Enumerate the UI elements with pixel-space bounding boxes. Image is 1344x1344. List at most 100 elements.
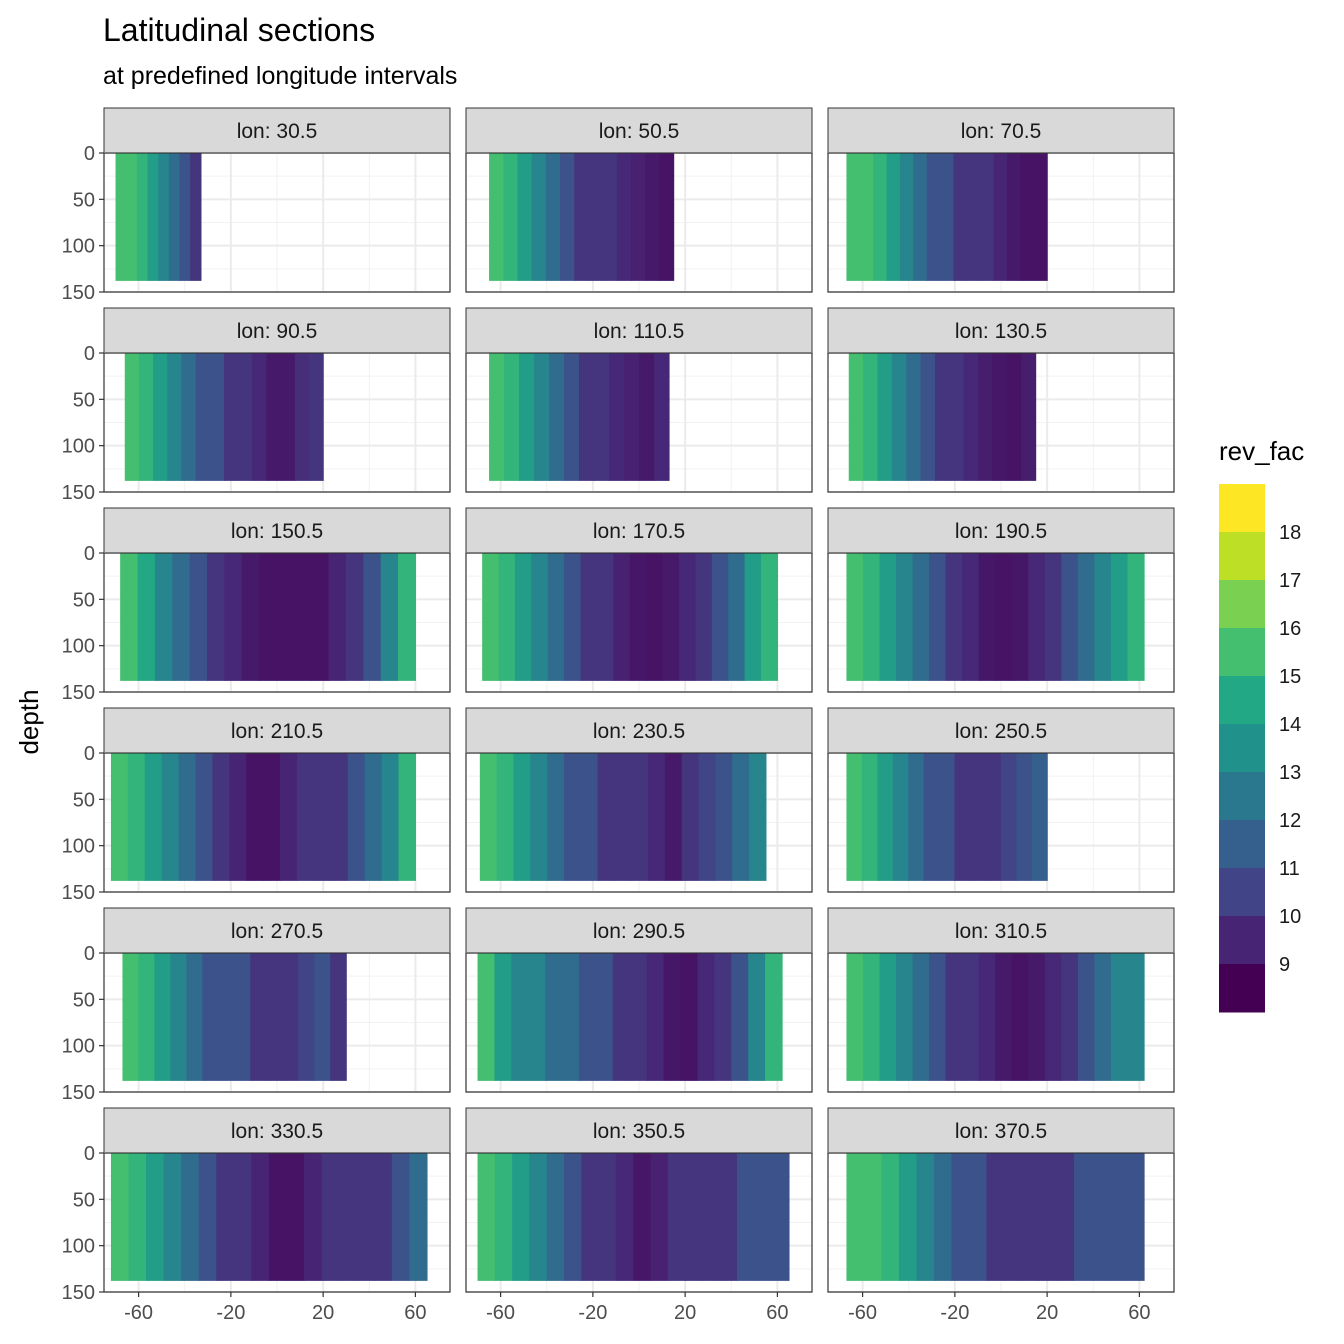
contour-band bbox=[926, 153, 941, 281]
contour-band bbox=[1031, 753, 1048, 881]
y-tick-label: 100 bbox=[62, 836, 95, 858]
contour-band bbox=[246, 753, 264, 881]
contour-band bbox=[328, 553, 347, 681]
facet-strip-label: lon: 330.5 bbox=[231, 1120, 323, 1143]
contour-band bbox=[1028, 553, 1046, 681]
contour-band bbox=[563, 753, 582, 881]
facet-strip-label: lon: 50.5 bbox=[599, 120, 680, 143]
facet-strip bbox=[103, 1107, 451, 1154]
contour-band bbox=[229, 753, 247, 881]
contour-band bbox=[564, 353, 580, 481]
facet-strip-label: lon: 210.5 bbox=[231, 720, 323, 743]
contour-band bbox=[580, 553, 598, 681]
facet-panel: lon: 350.5 -60 -20 20 60 bbox=[465, 1107, 813, 1324]
contour-band bbox=[877, 753, 894, 881]
contour-band bbox=[892, 753, 909, 881]
contour-band bbox=[477, 953, 496, 1081]
contour-band bbox=[1003, 1153, 1023, 1281]
contour-band bbox=[127, 753, 146, 881]
contour-band bbox=[953, 153, 968, 281]
contour-band bbox=[881, 1153, 900, 1281]
y-tick-label: 50 bbox=[73, 589, 95, 611]
contour-band bbox=[663, 953, 682, 1081]
contour-band bbox=[1094, 953, 1112, 1081]
legend-title: rev_fac bbox=[1219, 436, 1304, 466]
facet-strip bbox=[465, 107, 813, 154]
contour-band bbox=[1077, 553, 1096, 681]
contour-band bbox=[949, 353, 965, 481]
facet-strip-label: lon: 250.5 bbox=[955, 720, 1047, 743]
legend-label: 12 bbox=[1279, 810, 1301, 832]
contour-band bbox=[951, 1153, 970, 1281]
contour-band bbox=[685, 1153, 704, 1281]
contour-band bbox=[266, 953, 283, 1081]
contour-band bbox=[146, 1153, 165, 1281]
contour-band bbox=[347, 753, 366, 881]
facet-strip bbox=[103, 707, 451, 754]
contour-band bbox=[547, 753, 565, 881]
contour-band bbox=[963, 353, 979, 481]
contour-band bbox=[562, 953, 580, 1081]
facet-panel: lon: 110.5 bbox=[465, 307, 813, 493]
contour-band bbox=[489, 153, 504, 281]
contour-band bbox=[202, 953, 219, 1081]
facet-strip bbox=[827, 707, 1175, 754]
contour-band bbox=[147, 153, 159, 281]
contour-band bbox=[945, 553, 963, 681]
legend-label: 10 bbox=[1279, 906, 1301, 928]
contour-band bbox=[934, 353, 950, 481]
contour-band bbox=[1109, 1153, 1128, 1281]
contour-band bbox=[280, 753, 298, 881]
contour-band bbox=[609, 353, 625, 481]
x-tick-label: 20 bbox=[674, 1302, 696, 1324]
contour-band bbox=[978, 953, 996, 1081]
contour-band bbox=[962, 553, 980, 681]
contour-band bbox=[598, 1153, 617, 1281]
contour-band bbox=[178, 753, 197, 881]
contour-band bbox=[861, 753, 878, 881]
contour-band bbox=[517, 153, 533, 281]
contour-band bbox=[896, 953, 914, 1081]
contour-band bbox=[158, 153, 170, 281]
x-tick-label: -60 bbox=[124, 1302, 153, 1324]
legend-color-step bbox=[1219, 772, 1265, 821]
panel-border bbox=[827, 552, 1175, 693]
facet-strip bbox=[827, 907, 1175, 954]
contour-band bbox=[714, 953, 732, 1081]
contour-band bbox=[286, 1153, 305, 1281]
contour-band bbox=[126, 153, 138, 281]
y-tick-label: 50 bbox=[73, 389, 95, 411]
legend: rev_fac 18 17 16 15 14 13 12 11 10 9 bbox=[1219, 436, 1304, 1013]
contour-band bbox=[528, 953, 546, 1081]
contour-band bbox=[848, 353, 864, 481]
contour-band bbox=[995, 953, 1013, 1081]
contour-band bbox=[940, 153, 955, 281]
y-tick-label: 0 bbox=[84, 143, 95, 165]
contour-band bbox=[574, 153, 590, 281]
contour-band bbox=[223, 353, 239, 481]
contour-band bbox=[993, 153, 1008, 281]
contour-band bbox=[906, 353, 922, 481]
contour-band bbox=[579, 353, 595, 481]
contour-band bbox=[923, 753, 940, 881]
contour-band bbox=[409, 1153, 428, 1281]
contour-band bbox=[744, 553, 762, 681]
contour-band bbox=[929, 553, 947, 681]
contour-band bbox=[1028, 953, 1046, 1081]
contour-band bbox=[293, 553, 312, 681]
x-tick-label: -20 bbox=[940, 1302, 969, 1324]
contour-band bbox=[161, 753, 180, 881]
y-tick-label: 50 bbox=[73, 989, 95, 1011]
facet-strip-label: lon: 370.5 bbox=[955, 1120, 1047, 1143]
contour-band bbox=[899, 153, 914, 281]
facet-panel: lon: 250.5 bbox=[827, 707, 1175, 893]
contour-band bbox=[678, 553, 696, 681]
x-tick-label: 60 bbox=[404, 1302, 426, 1324]
contour-band bbox=[846, 153, 861, 281]
contour-band bbox=[198, 1153, 217, 1281]
contour-band bbox=[1110, 953, 1129, 1081]
contour-band bbox=[195, 753, 214, 881]
contour-band bbox=[896, 553, 914, 681]
contour-band bbox=[564, 1153, 582, 1281]
facet-strip-label: lon: 90.5 bbox=[237, 320, 318, 343]
